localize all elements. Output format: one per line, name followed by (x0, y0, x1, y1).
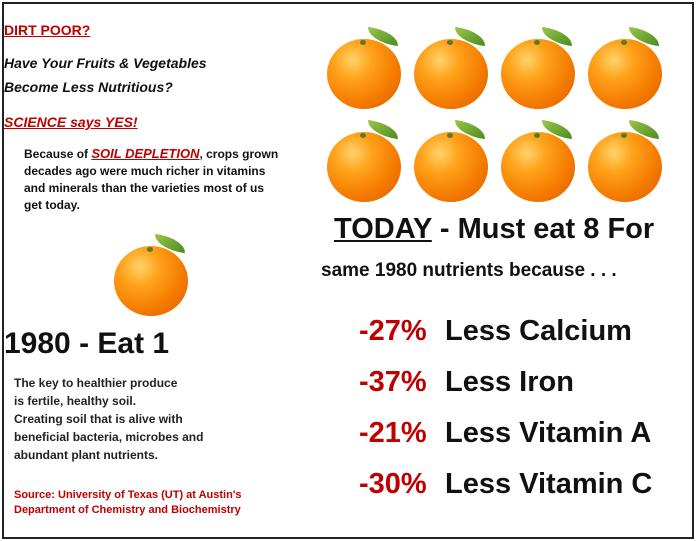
produce-line-3: Creating soil that is alive with (14, 412, 183, 426)
today-rest: - Must eat 8 For (431, 213, 655, 245)
orange-icon (588, 119, 662, 202)
stat-vitamin-c: -30% Less Vitamin C (359, 468, 652, 501)
stat-label: Less Calcium (445, 315, 632, 347)
stat-percent: -27% (359, 315, 427, 347)
orange-icon (501, 26, 575, 109)
orange-icon (327, 119, 401, 202)
body-prefix: Because of (24, 147, 92, 161)
source-line-2: Department of Chemistry and Biochemistry (14, 504, 241, 516)
produce-line-4: beneficial bacteria, microbes and (14, 430, 204, 444)
stat-percent: -21% (359, 417, 427, 449)
question-line-2: Become Less Nutritious? (4, 79, 173, 95)
dirt-poor-heading: DIRT POOR? (4, 22, 91, 38)
same-nutrients-line: same 1980 nutrients because . . . (321, 260, 617, 281)
stat-label: Less Vitamin A (445, 417, 652, 449)
today-headline: TODAY - Must eat 8 For (334, 213, 654, 246)
science-says-yes: SCIENCE says YES! (4, 114, 138, 130)
source-citation: Source: University of Texas (UT) at Aust… (14, 488, 294, 518)
produce-line-2: is fertile, healthy soil. (14, 394, 137, 408)
soil-depletion-paragraph: Because of SOIL DEPLETION, crops grown d… (24, 145, 284, 214)
eat-1-title: 1980 - Eat 1 (4, 327, 170, 360)
orange-icon (114, 233, 188, 316)
body-rest: , crops grown decades ago were much rich… (24, 147, 279, 212)
stat-percent: -37% (359, 366, 427, 398)
orange-icon (588, 26, 662, 109)
orange-icon (414, 26, 488, 109)
stat-label: Less Vitamin C (445, 468, 653, 500)
stat-calcium: -27% Less Calcium (359, 315, 632, 348)
produce-line-5: abundant plant nutrients. (14, 448, 158, 462)
orange-icon (414, 119, 488, 202)
stat-percent: -30% (359, 468, 427, 500)
source-line-1: Source: University of Texas (UT) at Aust… (14, 489, 242, 501)
soil-depletion-highlight: SOIL DEPLETION (91, 146, 200, 161)
question-line-1: Have Your Fruits & Vegetables (4, 55, 207, 71)
stat-vitamin-a: -21% Less Vitamin A (359, 417, 651, 450)
healthy-produce-text: The key to healthier produce is fertile,… (14, 374, 294, 464)
today-word: TODAY (334, 213, 432, 245)
orange-icon (501, 119, 575, 202)
stat-iron: -37% Less Iron (359, 366, 574, 399)
produce-line-1: The key to healthier produce (14, 376, 178, 390)
orange-icon (327, 26, 401, 109)
stat-label: Less Iron (445, 366, 574, 398)
